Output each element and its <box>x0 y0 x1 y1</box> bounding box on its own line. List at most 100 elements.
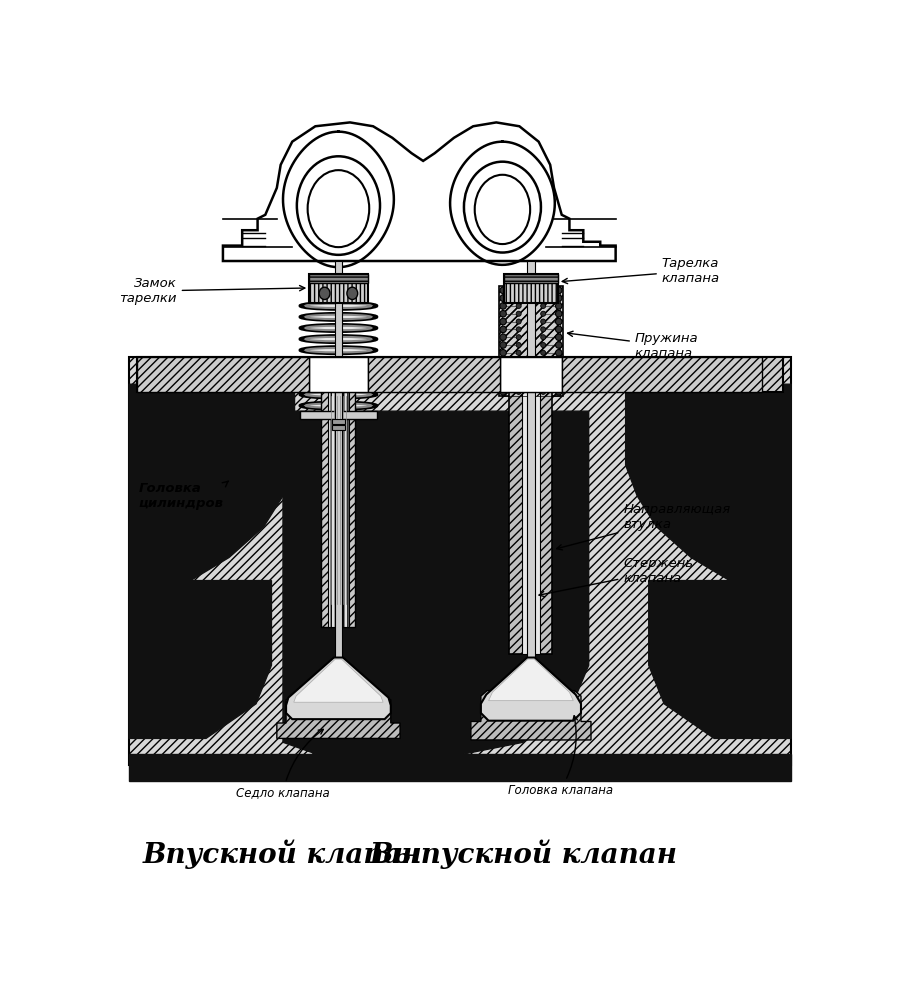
Bar <box>509 361 552 654</box>
Text: Головка
цилиндров: Головка цилиндров <box>138 481 228 510</box>
Text: Головка клапана: Головка клапана <box>507 715 612 796</box>
Polygon shape <box>470 691 590 740</box>
Circle shape <box>555 366 561 371</box>
Bar <box>308 358 367 392</box>
Ellipse shape <box>346 288 357 299</box>
Circle shape <box>555 373 561 379</box>
Text: Впускной клапан: Впускной клапан <box>143 839 422 868</box>
Circle shape <box>516 351 520 356</box>
Circle shape <box>516 303 520 308</box>
Circle shape <box>555 326 561 333</box>
Circle shape <box>540 311 545 316</box>
Ellipse shape <box>299 369 376 376</box>
Bar <box>335 261 342 700</box>
Bar <box>321 365 355 626</box>
Circle shape <box>500 288 506 293</box>
Circle shape <box>500 358 506 364</box>
Polygon shape <box>282 411 588 766</box>
Polygon shape <box>129 384 294 581</box>
Circle shape <box>555 342 561 348</box>
Circle shape <box>516 381 520 386</box>
Circle shape <box>540 288 545 292</box>
Circle shape <box>540 327 545 332</box>
Text: Выпускной клапан: Выпускной клапан <box>369 839 676 868</box>
Polygon shape <box>488 659 573 700</box>
Circle shape <box>555 334 561 341</box>
Circle shape <box>516 288 520 292</box>
Bar <box>527 261 534 700</box>
Ellipse shape <box>299 358 376 365</box>
Circle shape <box>555 380 561 387</box>
Circle shape <box>500 294 506 301</box>
Ellipse shape <box>726 535 780 577</box>
Circle shape <box>500 342 506 348</box>
Ellipse shape <box>318 288 329 299</box>
Ellipse shape <box>308 170 369 247</box>
Ellipse shape <box>299 324 376 332</box>
Ellipse shape <box>299 313 376 320</box>
Ellipse shape <box>297 156 380 255</box>
Circle shape <box>516 311 520 316</box>
Bar <box>521 361 539 654</box>
Circle shape <box>516 358 520 364</box>
Bar <box>332 425 345 431</box>
Circle shape <box>516 319 520 324</box>
Circle shape <box>540 303 545 308</box>
Bar <box>299 411 376 419</box>
Circle shape <box>500 373 506 379</box>
Circle shape <box>500 366 506 371</box>
Polygon shape <box>625 384 790 581</box>
Circle shape <box>500 326 506 333</box>
Ellipse shape <box>474 175 529 244</box>
Circle shape <box>555 302 561 309</box>
Ellipse shape <box>731 638 780 685</box>
Text: Седло клапана: Седло клапана <box>235 729 329 799</box>
Polygon shape <box>648 581 790 738</box>
Circle shape <box>555 318 561 325</box>
Polygon shape <box>277 697 400 738</box>
Bar <box>308 274 367 303</box>
Ellipse shape <box>299 402 376 409</box>
Circle shape <box>555 388 561 395</box>
Circle shape <box>500 350 506 356</box>
Bar <box>503 274 557 284</box>
Ellipse shape <box>299 391 376 398</box>
Bar <box>136 358 308 392</box>
Circle shape <box>540 319 545 324</box>
Text: Замок
тарелки: Замок тарелки <box>119 277 305 305</box>
Ellipse shape <box>299 336 376 343</box>
Polygon shape <box>293 659 382 702</box>
Bar <box>129 358 790 766</box>
Bar <box>498 287 563 396</box>
Circle shape <box>500 302 506 309</box>
Circle shape <box>555 288 561 293</box>
Circle shape <box>540 343 545 348</box>
Text: Направляющая
втулка: Направляющая втулка <box>556 504 730 550</box>
Bar <box>136 358 783 392</box>
Ellipse shape <box>299 302 376 309</box>
Polygon shape <box>129 581 272 738</box>
Circle shape <box>500 388 506 395</box>
Ellipse shape <box>464 162 540 253</box>
Text: Тарелка
клапана: Тарелка клапана <box>562 257 719 285</box>
Circle shape <box>500 310 506 317</box>
Ellipse shape <box>299 347 376 354</box>
Circle shape <box>555 350 561 356</box>
Circle shape <box>516 295 520 300</box>
Text: Стержень
клапана: Стержень клапана <box>538 557 693 597</box>
Bar <box>500 358 561 392</box>
Circle shape <box>555 358 561 364</box>
Circle shape <box>516 366 520 370</box>
Bar <box>561 358 761 392</box>
Circle shape <box>516 335 520 340</box>
Bar <box>327 365 349 626</box>
Circle shape <box>555 294 561 301</box>
Circle shape <box>516 343 520 348</box>
Ellipse shape <box>146 642 192 689</box>
Bar <box>367 358 500 392</box>
Polygon shape <box>223 123 615 261</box>
Bar <box>332 419 345 424</box>
Circle shape <box>540 335 545 340</box>
Bar <box>503 274 557 303</box>
Polygon shape <box>286 658 391 719</box>
